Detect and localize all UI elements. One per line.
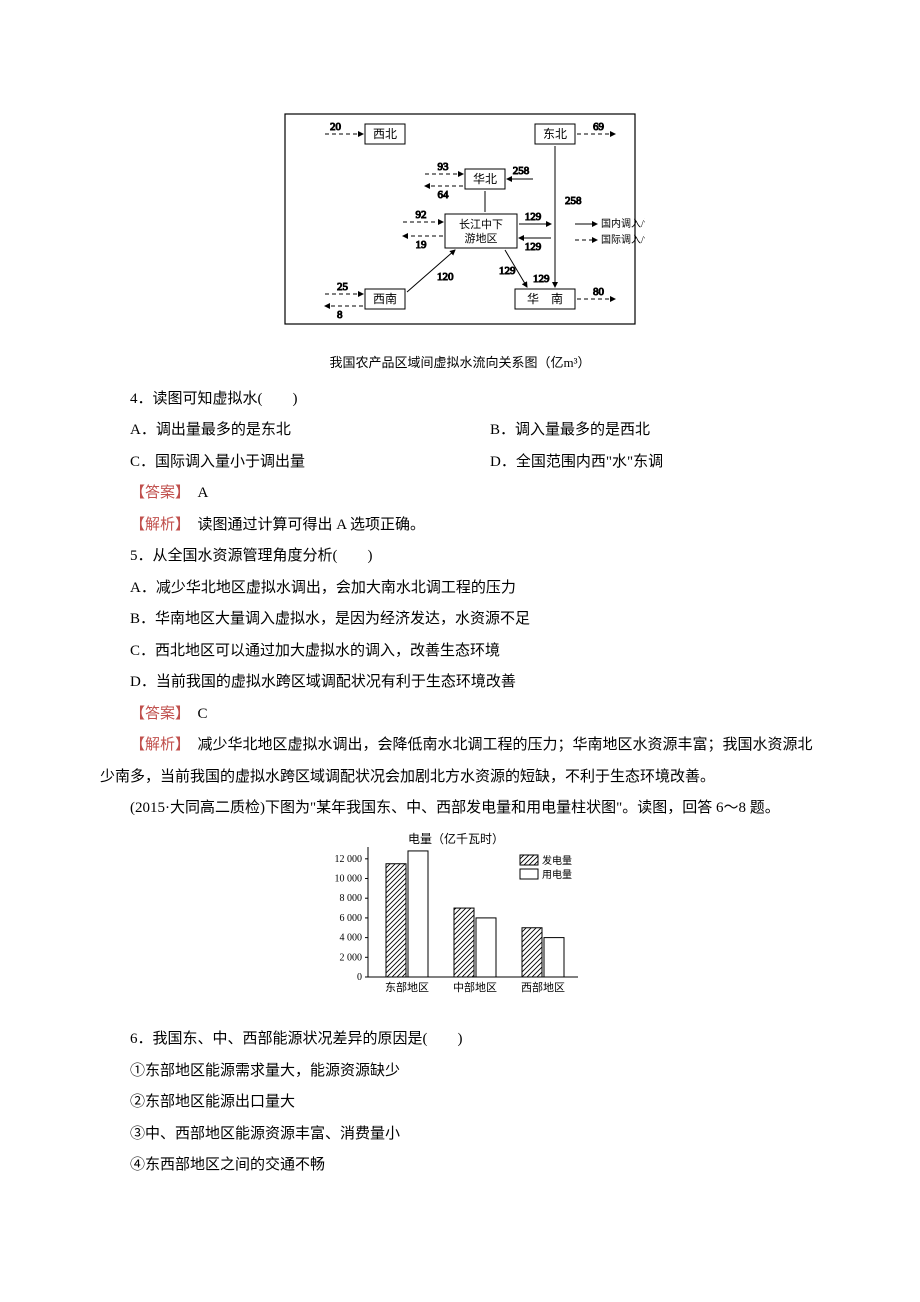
val-ne-s: 258 [565,195,582,207]
q4-opt-d: D．全国范围内西"水"东调 [460,447,820,479]
node-mid-label-2: 游地区 [465,232,498,245]
bar [386,864,406,977]
bar [544,937,564,976]
q4-opt-b: B．调入量最多的是西北 [460,415,820,447]
q4-exp-label: 【解析】 [130,517,183,533]
q5-exp: 减少华北地区虚拟水调出，会降低南水北调工程的压力；华南地区水资源丰富；我国水资源… [100,737,813,785]
ytick-label: 8 000 [340,893,363,904]
chart-intro: (2015·大同高二质检)下图为"某年我国东、中、西部发电量和用电量柱状图"。读… [100,793,820,825]
q5-answer-label: 【答案】 [130,706,183,722]
category-label: 西部地区 [521,980,565,994]
bar-chart-svg: 电量（亿千瓦时） 0 2 000 4 000 6 000 8 000 10 000 12 00… [310,829,610,1004]
diagram-caption: 我国农产品区域间虚拟水流向关系图（亿m³） [100,349,820,376]
val-sw-in: 25 [337,281,349,293]
node-s-label: 华 南 [527,291,563,306]
q6-o1: ①东部地区能源需求量大，能源资源缺少 [100,1056,820,1088]
val-nw-in: 20 [330,121,342,133]
q6-o4: ④东西部地区之间的交通不畅 [100,1150,820,1182]
bar [408,851,428,977]
q4-stem: 4．读图可知虚拟水( ) [100,384,820,416]
legend-swatch-gen [520,855,538,865]
val-mid-s-l: 129 [525,241,542,253]
electricity-bar-chart: 电量（亿千瓦时） 0 2 000 4 000 6 000 8 000 10 000 12 00… [100,829,820,1017]
q5-opt-d: D．当前我国的虚拟水跨区域调配状况有利于生态环境改善 [100,667,820,699]
q6-o3: ③中、西部地区能源资源丰富、消费量小 [100,1119,820,1151]
q4-answer: A [198,485,209,501]
q5-opt-b: B．华南地区大量调入虚拟水，是因为经济发达，水资源不足 [100,604,820,636]
q4-opt-a: A．调出量最多的是东北 [100,415,460,447]
q6-o2: ②东部地区能源出口量大 [100,1087,820,1119]
ytick-label: 6 000 [340,913,363,924]
ytick-label: 12 000 [335,854,363,865]
legend-domestic: 国内调入/调出 [601,217,645,230]
q4-opt-c: C．国际调入量小于调出量 [100,447,460,479]
node-nw-label: 西北 [373,127,397,141]
node-sw-label: 西南 [373,291,397,306]
val-sw-out: 8 [337,309,343,321]
category-label: 中部地区 [453,980,497,994]
category-label: 东部地区 [385,980,429,994]
val-mid-out: 19 [416,239,428,251]
val-nc-in: 93 [438,161,450,173]
q5-opt-a: A．减少华北地区虚拟水调出，会加大南水北调工程的压力 [100,573,820,605]
val-sw-mid: 120 [437,271,454,283]
legend-gen-label: 发电量 [542,854,572,867]
virtual-water-diagram: 西北 东北 华北 长江中下 游地区 西南 华 南 20 69 93 64 92 … [100,104,820,376]
q5-stem: 5．从全国水资源管理角度分析( ) [100,541,820,573]
node-ne-label: 东北 [543,127,567,141]
q6-stem: 6．我国东、中、西部能源状况差异的原因是( ) [100,1024,820,1056]
q5-opt-c: C．西北地区可以通过加大虚拟水的调入，改善生态环境 [100,636,820,668]
bar [454,908,474,977]
q5-answer: C [198,706,208,722]
val-mid-s-r: 129 [525,211,542,223]
ytick-label: 10 000 [335,873,363,884]
val-ne-nc: 258 [513,165,530,177]
val-ne-out: 69 [593,121,605,133]
val-mid-in: 92 [416,209,427,221]
chart-title: 电量（亿千瓦时） [408,831,504,846]
val-nc-out: 64 [438,189,450,201]
q4-answer-label: 【答案】 [130,485,183,501]
legend-use-label: 用电量 [542,868,572,881]
q4-exp: 读图通过计算可得出 A 选项正确。 [198,517,426,533]
bar [522,928,542,977]
legend-intl: 国际调入/调出 [601,233,645,246]
diagram-svg: 西北 东北 华北 长江中下 游地区 西南 华 南 20 69 93 64 92 … [275,104,645,334]
node-mid-label-1: 长江中下 [459,218,503,231]
q5-exp-label: 【解析】 [130,737,183,753]
ytick-label: 0 [357,972,362,983]
ytick-label: 2 000 [340,952,363,963]
legend-swatch-use [520,869,538,879]
val-nc-mid: 129 [499,265,516,277]
ytick-label: 4 000 [340,932,363,943]
node-nc-label: 华北 [473,172,497,186]
val-s-in: 129 [533,273,550,285]
bar [476,918,496,977]
val-s-out: 80 [593,286,605,298]
